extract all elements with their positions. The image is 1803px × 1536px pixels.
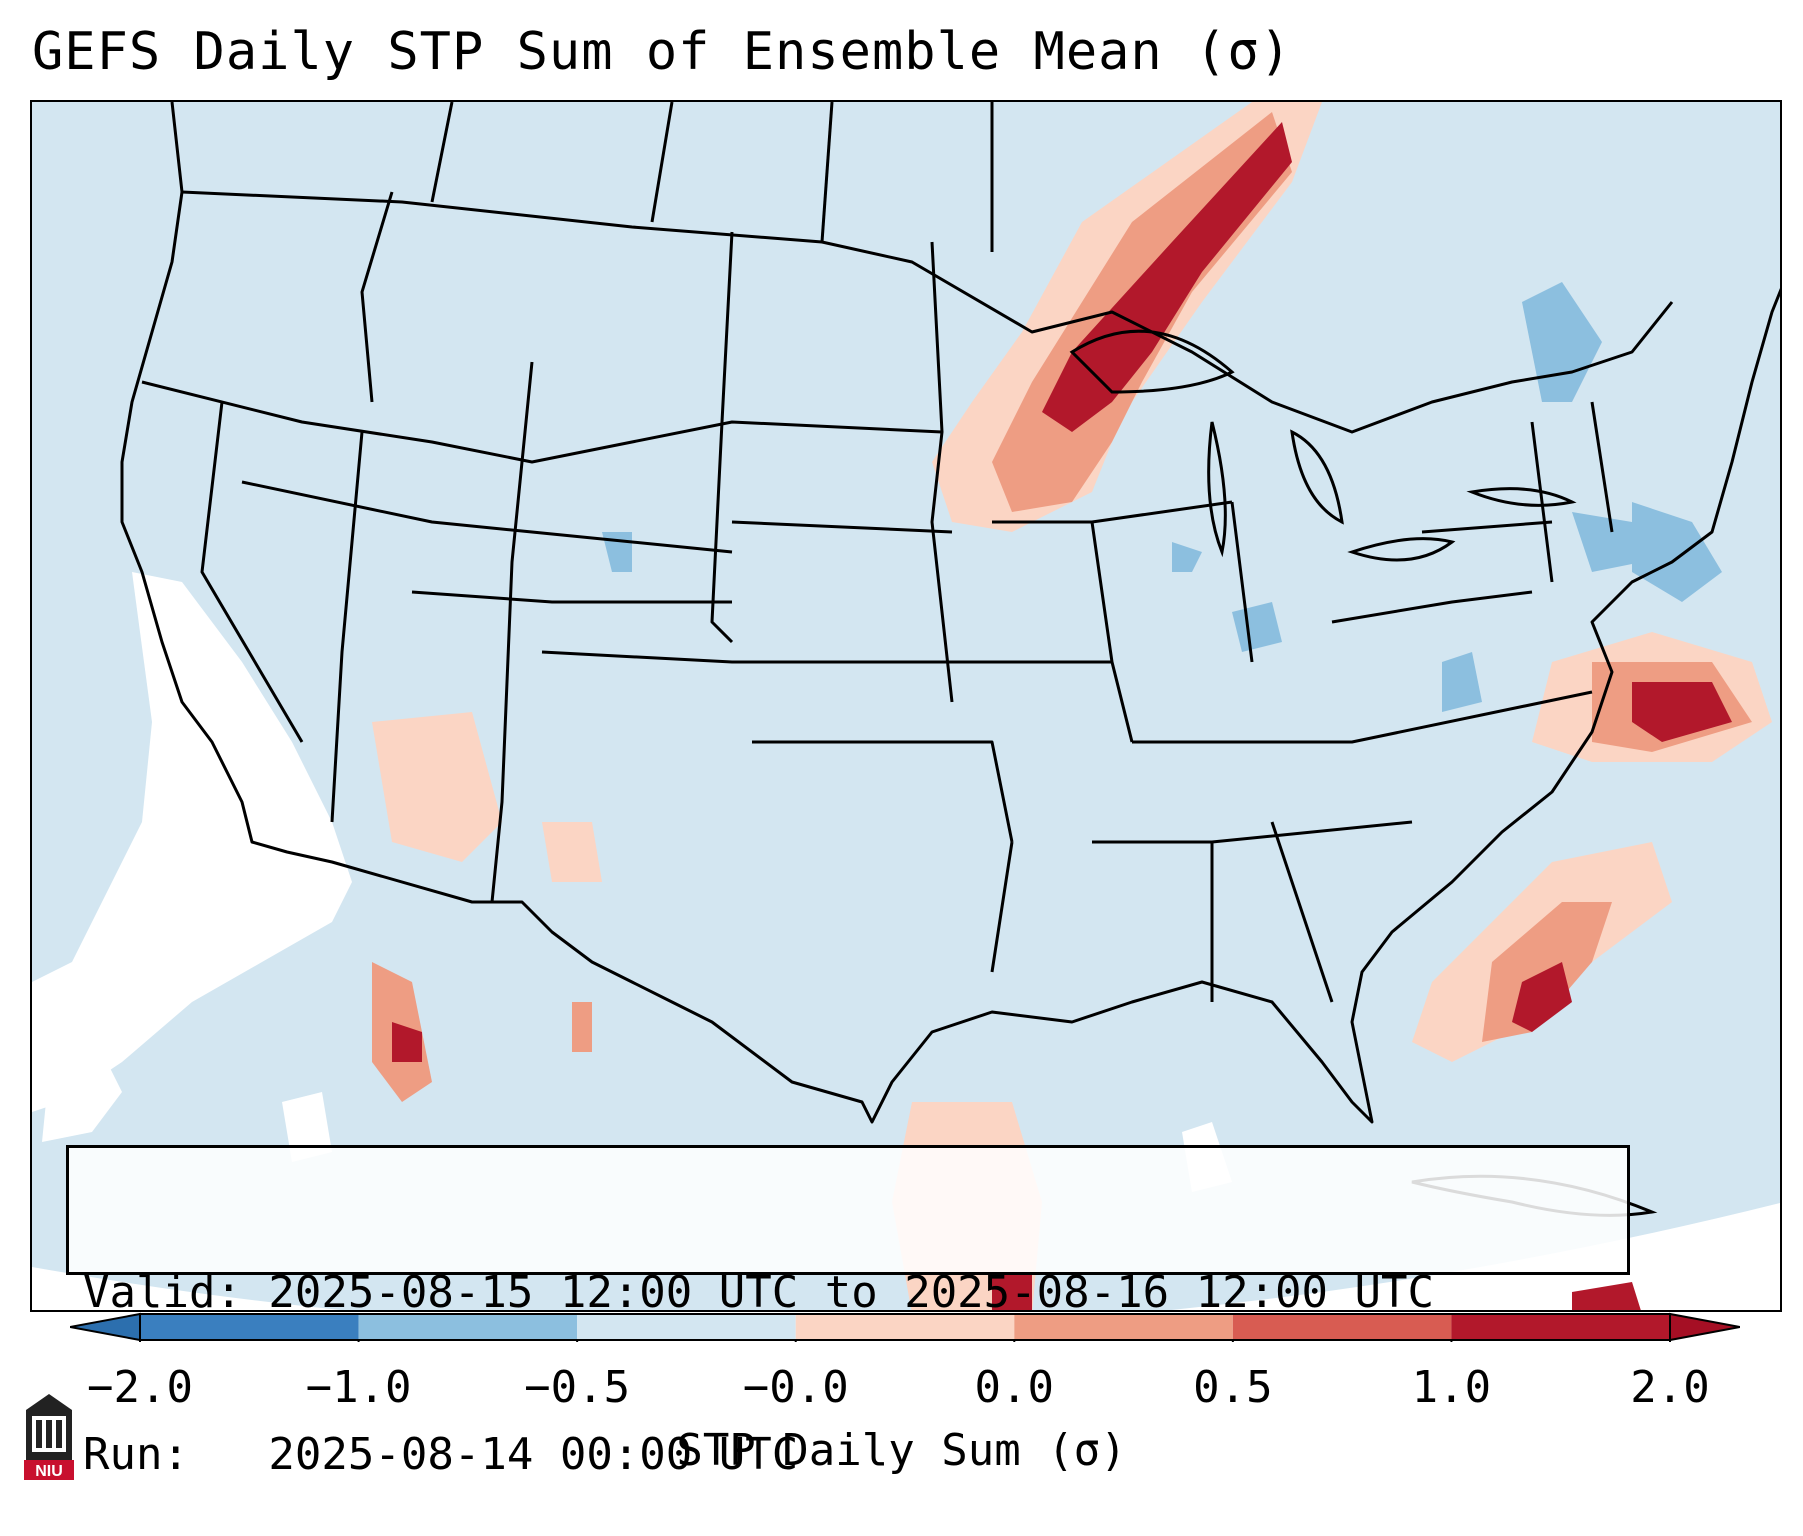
colorbar-segment xyxy=(140,1314,359,1340)
colorbar-tick-label: −0.5 xyxy=(524,1362,631,1413)
colorbar-svg xyxy=(69,1312,1741,1342)
colorbar xyxy=(69,1312,1741,1342)
positive-field-dark xyxy=(392,122,1732,1310)
colorbar-border xyxy=(139,1313,1671,1341)
run-time-text: Run: 2025-08-14 00:00 UTC xyxy=(83,1429,799,1480)
canada-border xyxy=(181,190,1674,434)
colorbar-extend-low xyxy=(69,1312,141,1342)
colorbar-tick-label: 1.0 xyxy=(1411,1362,1492,1413)
colorbar-label: STP Daily Sum (σ) xyxy=(676,1425,1127,1476)
valid-time-text: Valid: 2025-08-15 12:00 UTC to 2025-08-1… xyxy=(83,1267,1435,1318)
colorbar-tick-label: 0.0 xyxy=(974,1362,1055,1413)
colorbar-segment xyxy=(1232,1314,1452,1340)
colorbar-segment xyxy=(795,1314,1015,1340)
colorbar-tick-label: −2.0 xyxy=(87,1362,193,1413)
colorbar-tick-label: −0.0 xyxy=(742,1362,849,1413)
colorbar-segment xyxy=(1014,1314,1233,1340)
map-title: GEFS Daily STP Sum of Ensemble Mean (σ) xyxy=(32,22,1292,82)
map-panel xyxy=(30,100,1782,1312)
colorbar-segment xyxy=(577,1314,796,1340)
state-borders xyxy=(120,102,1780,1124)
map-canvas xyxy=(32,102,1780,1310)
colorbar-tick-label: 2.0 xyxy=(1630,1362,1710,1413)
colorbar-extend-high xyxy=(1669,1312,1741,1342)
negative-field xyxy=(602,282,1722,712)
colorbar-segment xyxy=(358,1314,578,1340)
colorbar-tick-label: 0.5 xyxy=(1193,1362,1273,1413)
niu-logo: NIU xyxy=(24,1394,74,1480)
colorbar-tick-label: −1.0 xyxy=(305,1362,412,1413)
valid-run-info-box: Valid: 2025-08-15 12:00 UTC to 2025-08-1… xyxy=(66,1145,1630,1480)
svg-text:NIU: NIU xyxy=(35,1463,63,1480)
colorbar-segment xyxy=(1451,1314,1670,1340)
us-outline xyxy=(120,102,1780,1124)
great-lakes xyxy=(1069,329,1577,562)
